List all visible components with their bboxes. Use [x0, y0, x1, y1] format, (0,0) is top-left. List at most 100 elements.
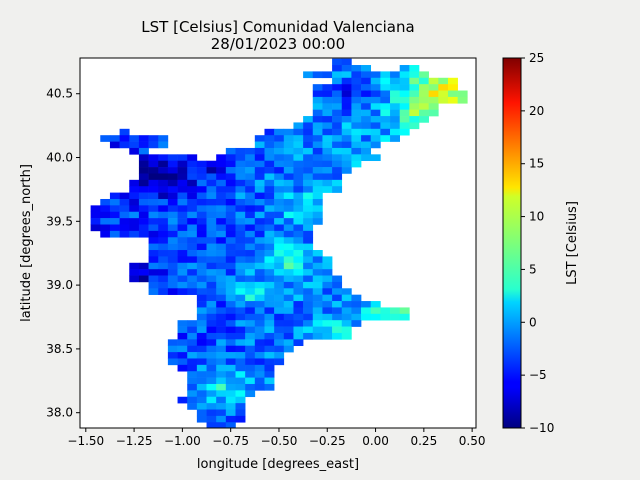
heatmap-cell [216, 352, 227, 359]
heatmap-cell [361, 154, 372, 162]
heatmap-cell [138, 173, 149, 181]
heatmap-cell [312, 294, 323, 302]
heatmap-cell [361, 109, 372, 117]
heatmap-cell [196, 377, 207, 385]
heatmap-cell [216, 237, 227, 244]
heatmap-cell [254, 383, 265, 391]
heatmap-cell [206, 313, 217, 321]
heatmap-cell [235, 179, 246, 187]
heatmap-cell [235, 198, 246, 206]
heatmap-cell [312, 96, 323, 104]
heatmap-cell [409, 71, 420, 79]
heatmap-cell [187, 167, 198, 174]
heatmap-cell [245, 211, 256, 219]
heatmap-cell [399, 96, 410, 104]
heatmap-cell [274, 179, 285, 187]
heatmap-cell [167, 198, 178, 206]
heatmap-cell [438, 84, 449, 91]
heatmap-cell [206, 415, 217, 423]
heatmap-cell [254, 294, 265, 302]
heatmap-cell [361, 71, 372, 79]
heatmap-cell [419, 103, 429, 110]
heatmap-cell [351, 307, 362, 315]
heatmap-cell [177, 396, 188, 404]
colorbar-gradient [502, 57, 522, 429]
heatmap-cell [245, 256, 256, 264]
colorbar-tick-label: −5 [529, 368, 547, 382]
heatmap-cell [167, 154, 178, 162]
heatmap-cell [187, 320, 198, 327]
heatmap-cell [438, 77, 449, 85]
heatmap-cell [245, 281, 256, 289]
heatmap-cell [312, 313, 323, 321]
heatmap-cell [225, 307, 236, 315]
heatmap-cell [409, 77, 420, 85]
heatmap-cell [167, 192, 178, 200]
heatmap-cell [177, 179, 188, 187]
heatmap-cell [293, 237, 304, 244]
heatmap-cell [312, 135, 323, 142]
heatmap-cell [264, 128, 275, 136]
heatmap-cell [264, 192, 275, 200]
heatmap-cell [274, 154, 285, 162]
heatmap-cell [274, 352, 285, 359]
heatmap-cell [409, 65, 420, 72]
heatmap-cell [322, 256, 333, 264]
heatmap-cell [225, 205, 236, 213]
heatmap-cell [177, 173, 188, 181]
heatmap-cell [235, 358, 246, 366]
heatmap-cell [148, 186, 159, 193]
colorbar: −10 −5 0 5 10 15 20 25 LST [Celsius] [502, 51, 580, 435]
x-axis-label: longitude [degrees_east] [197, 457, 359, 472]
heatmap-cell [167, 224, 178, 232]
heatmap-cell [206, 396, 217, 404]
heatmap-cell [138, 224, 149, 232]
heatmap-cell [341, 116, 352, 123]
heatmap-cell [138, 154, 149, 162]
heatmap-cell [235, 154, 246, 162]
heatmap-cell [254, 179, 265, 187]
heatmap-cell [390, 116, 400, 123]
colorbar-tick-label: 0 [529, 315, 537, 329]
heatmap-cell [158, 135, 169, 142]
heatmap-cell [399, 116, 410, 123]
heatmap-cell [303, 262, 314, 270]
heatmap-cell [138, 167, 149, 174]
heatmap-cell [322, 301, 333, 308]
heatmap-cell [167, 243, 178, 251]
heatmap-cell [100, 135, 111, 142]
heatmap-cell [447, 96, 458, 104]
heatmap-cell [254, 371, 265, 378]
heatmap-cell [254, 345, 265, 353]
heatmap-cell [235, 390, 246, 398]
heatmap-cell [235, 269, 246, 276]
heatmap-cell [138, 198, 149, 206]
heatmap-cell [206, 275, 217, 283]
heatmap-cell [158, 173, 169, 181]
heatmap-cell [264, 179, 275, 187]
heatmap-cell [167, 173, 178, 181]
heatmap-cell [264, 135, 275, 142]
heatmap-cell [399, 307, 410, 315]
heatmap-cell [409, 109, 420, 117]
heatmap-cell [264, 377, 275, 385]
heatmap-cell [303, 294, 314, 302]
heatmap-cell [380, 90, 391, 98]
heatmap-cell [341, 160, 352, 168]
heatmap-cell [264, 262, 275, 270]
heatmap-cell [254, 147, 265, 155]
heatmap-cell [216, 301, 227, 308]
heatmap-cell [419, 90, 429, 98]
heatmap-cell [293, 269, 304, 276]
heatmap-cell [409, 96, 420, 104]
heatmap-cell [283, 230, 294, 238]
heatmap-cell [283, 211, 294, 219]
heatmap-cell [225, 230, 236, 238]
heatmap-cell [312, 192, 323, 200]
heatmap-cell [225, 364, 236, 372]
heatmap-cell [322, 186, 333, 193]
heatmap-cell [428, 103, 439, 110]
heatmap-cell [341, 109, 352, 117]
heatmap-cell [196, 403, 207, 410]
heatmap-cell [254, 186, 265, 193]
